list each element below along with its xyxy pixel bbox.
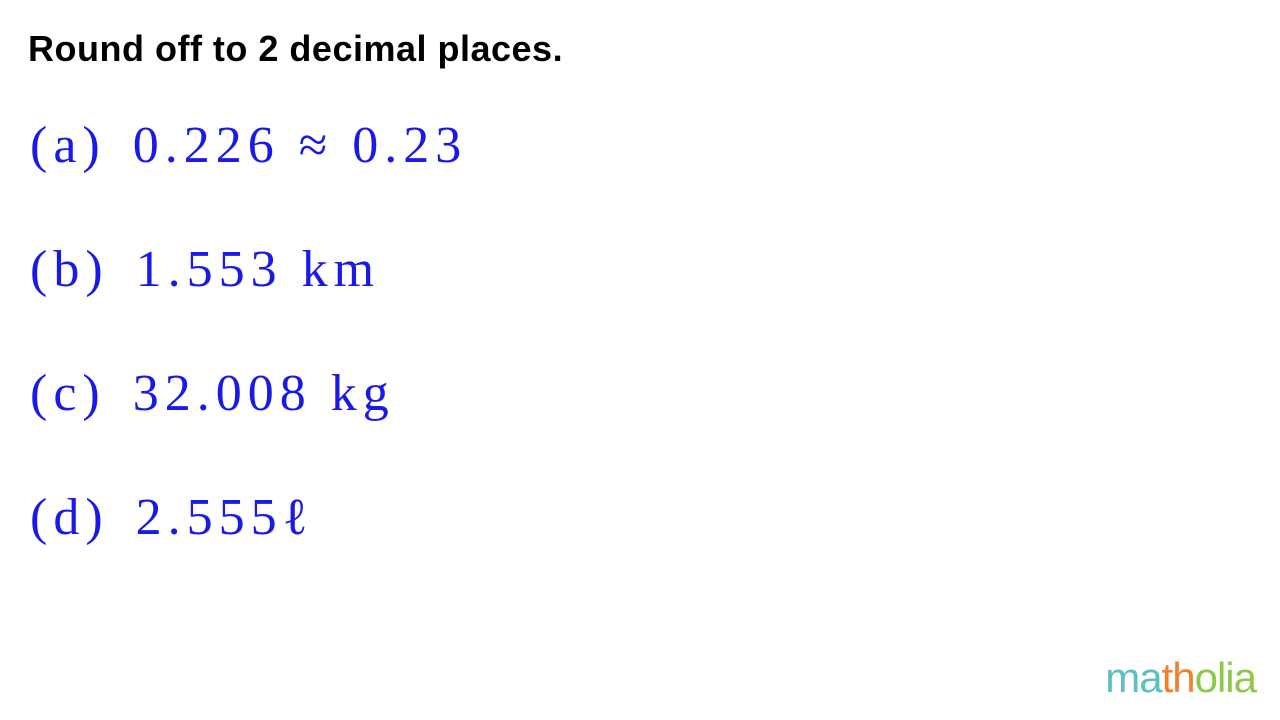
problem-expression: 32.008 kg — [133, 365, 395, 422]
problem-b: (b) 1.553 km — [30, 244, 467, 296]
problem-a: (a) 0.226 ≈ 0.23 — [30, 120, 467, 172]
problem-c: (c) 32.008 kg — [30, 368, 467, 420]
logo-part-2: th — [1162, 654, 1195, 701]
logo-part-1: ma — [1105, 654, 1161, 701]
problem-label: (b) — [30, 244, 109, 296]
logo-part-3: olia — [1195, 654, 1256, 701]
problem-label: (a) — [30, 120, 106, 172]
problem-label: (c) — [30, 368, 106, 420]
problem-label: (d) — [30, 492, 109, 544]
problem-d: (d) 2.555ℓ — [30, 492, 467, 544]
page-title: Round off to 2 decimal places. — [28, 28, 563, 70]
problem-expression: 0.226 ≈ 0.23 — [133, 117, 468, 174]
problem-list: (a) 0.226 ≈ 0.23 (b) 1.553 km (c) 32.008… — [30, 120, 467, 616]
problem-expression: 2.555ℓ — [136, 489, 314, 546]
matholia-logo: matholia — [1105, 654, 1256, 702]
problem-expression: 1.553 km — [136, 241, 380, 298]
